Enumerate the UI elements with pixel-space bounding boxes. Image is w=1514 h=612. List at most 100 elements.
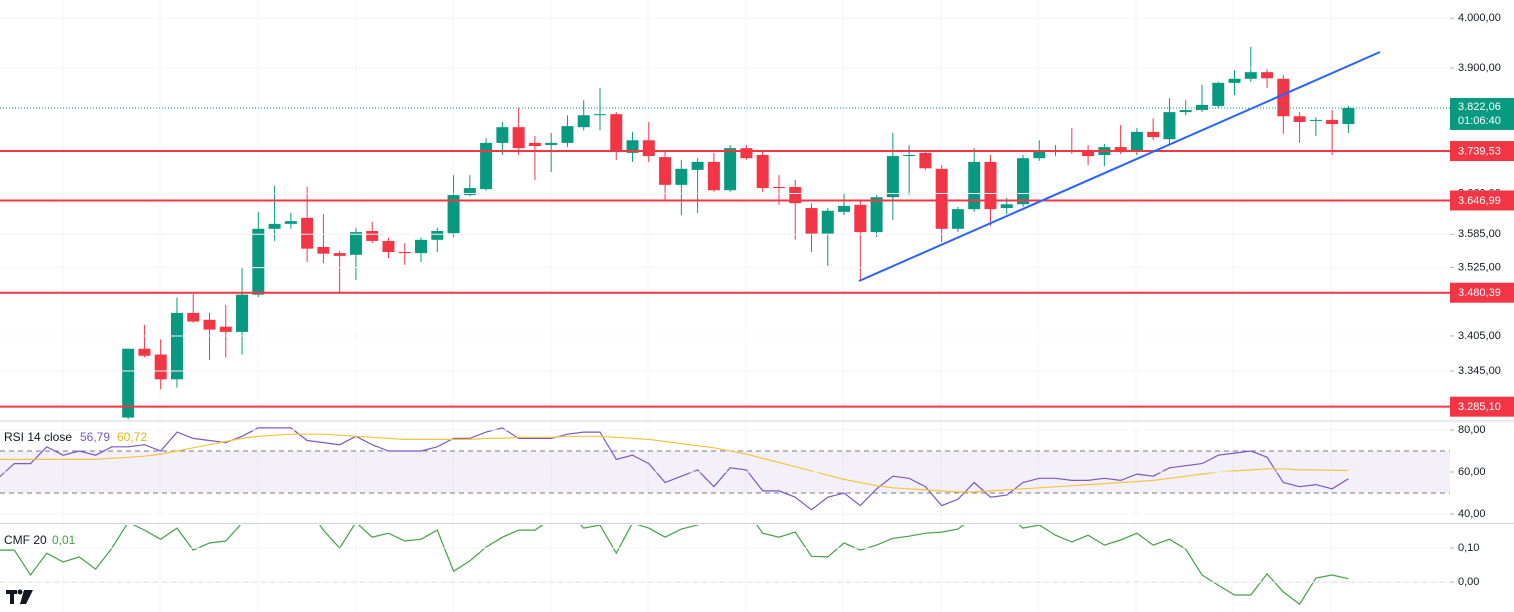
candle-body [1082, 150, 1095, 157]
level-label: 3.285,10 [1458, 401, 1501, 413]
candle-body [805, 208, 818, 234]
price-axis: 3.345,003.405,003.525,003.585,003.660,00… [1450, 12, 1514, 588]
candle-body [447, 195, 460, 234]
candle-body [122, 348, 135, 418]
candle-body [577, 115, 590, 128]
candle-body [854, 204, 867, 233]
candle-body [203, 319, 216, 330]
candle-body [1228, 78, 1241, 83]
candle-body [301, 217, 314, 249]
candle-body [1130, 131, 1143, 152]
candle-body [659, 157, 672, 185]
trend-line [858, 51, 1381, 282]
candle-body [512, 127, 525, 149]
last-price-box [1450, 97, 1514, 130]
candle-body [333, 253, 346, 256]
candle-body [772, 186, 785, 189]
candle-body [463, 188, 476, 196]
candle-body [919, 152, 932, 169]
level-label-box [1450, 190, 1514, 211]
cmf-value: 0,01 [52, 533, 76, 547]
y-tick-label: 4.000,00 [1458, 12, 1501, 24]
candle-body [951, 209, 964, 229]
candle-body [1309, 119, 1322, 121]
candle-body [366, 231, 379, 241]
y-tick-label: 3.525,00 [1458, 262, 1501, 274]
candle-body [528, 142, 541, 147]
legends: RSI 14 close 56,79 60,72 CMF 20 0,01 [4, 430, 147, 547]
candle-body [756, 155, 769, 189]
candle-body [935, 168, 948, 229]
cmf-pane [0, 525, 1450, 606]
candle-body [642, 140, 655, 157]
candle-body [252, 228, 265, 295]
candle-body [1244, 72, 1257, 79]
y-tick-label: 3.345,00 [1458, 365, 1501, 377]
countdown-label: 01:06:40 [1458, 115, 1501, 127]
candle-body [740, 148, 753, 159]
price-pane [0, 17, 1450, 420]
candle-body [1179, 110, 1192, 113]
candle-body [138, 348, 151, 356]
y-tick-label: 60,00 [1458, 466, 1486, 478]
y-tick-label: 80,00 [1458, 424, 1486, 436]
candle-body [415, 239, 428, 254]
candle-body [545, 142, 558, 145]
indicator-line [0, 525, 1349, 606]
rsi-pane [0, 427, 1450, 515]
candle-body [480, 142, 493, 190]
logo [6, 589, 33, 604]
y-tick-label: 3.405,00 [1458, 330, 1501, 342]
y-tick-label: 0,00 [1458, 576, 1479, 588]
candle-body [187, 312, 200, 322]
candle-body [903, 155, 916, 157]
candle-body [1000, 204, 1013, 209]
candle-body [1293, 116, 1306, 122]
cmf-title: CMF 20 [4, 533, 47, 547]
candle-body [1277, 78, 1290, 117]
y-tick-label: 40,00 [1458, 508, 1486, 520]
candle-body [968, 161, 981, 210]
plot-area [122, 46, 1355, 420]
candle-body [593, 114, 606, 116]
last-price-label: 3.822,06 [1458, 101, 1501, 113]
candle-body [268, 223, 281, 229]
vertical-grid [62, 0, 1332, 612]
candle-body [496, 127, 509, 143]
level-label: 3.646,99 [1458, 195, 1501, 207]
level-label: 3.480,39 [1458, 287, 1501, 299]
level-label-box [1450, 141, 1514, 162]
candle-body [431, 231, 444, 240]
candle-body [1195, 104, 1208, 111]
candle-body [170, 312, 183, 380]
candle-body [675, 168, 688, 185]
rsi-ma-value: 60,72 [117, 430, 147, 444]
indicator-line [0, 433, 1349, 493]
level-label-box [1450, 396, 1514, 417]
rsi-title: RSI 14 close [4, 430, 72, 444]
candle-body [1212, 82, 1225, 106]
candle-body [886, 156, 899, 198]
y-tick-label: 3.900,00 [1458, 62, 1501, 74]
level-label-box [1450, 282, 1514, 303]
candle-body [1261, 72, 1274, 79]
candle-body [1114, 147, 1127, 152]
candle-body [1017, 158, 1030, 205]
candle-body [1033, 151, 1046, 159]
candle-body [317, 247, 330, 254]
y-tick-label: 3.585,00 [1458, 228, 1501, 240]
candle-body [236, 294, 249, 332]
candle-body [626, 140, 639, 153]
candle-body [691, 161, 704, 170]
candle-body [707, 161, 720, 191]
rsi-value: 56,79 [80, 430, 110, 444]
candle-body [610, 114, 623, 152]
candle-body [789, 186, 802, 204]
candle-body [870, 197, 883, 233]
candle-body [284, 221, 297, 224]
candle-body [838, 205, 851, 212]
candle-body [154, 354, 167, 380]
